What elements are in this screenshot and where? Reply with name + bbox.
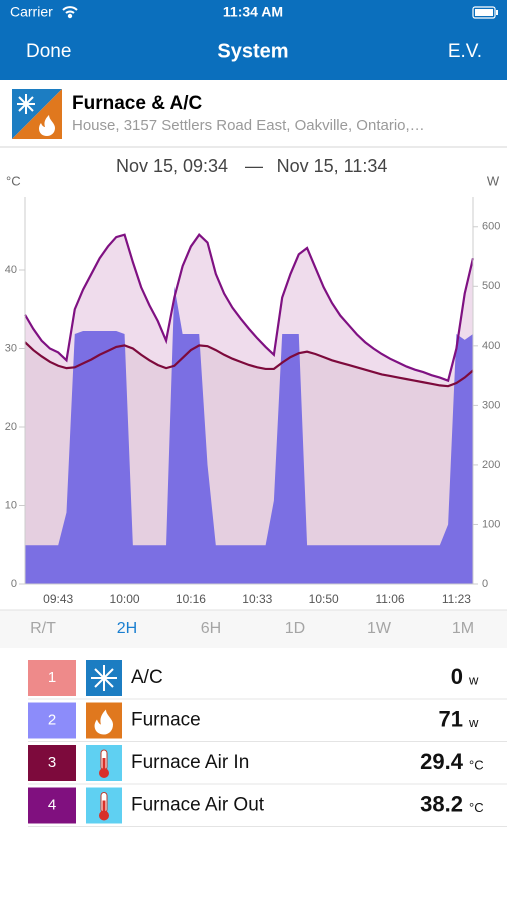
range-tab[interactable]: R/T xyxy=(30,620,56,637)
x-tick-label: 11:23 xyxy=(442,592,471,606)
device-icon xyxy=(12,89,62,139)
y-tick-label: 20 xyxy=(5,421,17,433)
series-number: 1 xyxy=(48,669,56,686)
range-tab[interactable]: 1W xyxy=(367,620,392,637)
device-name: Furnace & A/C xyxy=(72,93,202,114)
line xyxy=(24,233,475,383)
icon-stroke xyxy=(102,758,106,772)
battery-icon xyxy=(472,6,498,19)
series-value: 0 xyxy=(451,664,463,689)
range-separator: — xyxy=(245,156,263,176)
series-badge xyxy=(28,702,76,739)
thermometer-icon xyxy=(86,745,122,781)
device-address: House, 3157 Settlers Road East, Oakville… xyxy=(72,117,425,134)
flame-icon xyxy=(86,702,122,739)
nav-title: System xyxy=(217,40,288,62)
series-unit: w xyxy=(468,715,479,730)
series-name: A/C xyxy=(131,667,163,688)
line xyxy=(24,341,474,388)
range-tab[interactable]: 1D xyxy=(285,620,305,637)
x-tick-label: 10:00 xyxy=(110,592,140,606)
series-unit: °C xyxy=(469,800,484,815)
series-badge xyxy=(28,787,76,824)
series-name: Furnace Air In xyxy=(131,752,249,773)
y2-axis-label: W xyxy=(487,173,500,188)
time: 11:34 AM xyxy=(223,4,283,20)
y2-tick-label: 300 xyxy=(482,399,500,411)
series-name: Furnace Air Out xyxy=(131,795,265,816)
range-tab[interactable]: 1M xyxy=(452,620,474,637)
series-fill xyxy=(25,342,473,584)
tabs: R/T 2H 6H 1D 1W 1M xyxy=(30,620,474,637)
y2-tick-label: 500 xyxy=(482,280,500,292)
y-tick-label: 30 xyxy=(5,342,17,354)
icon-stroke xyxy=(102,800,106,815)
range-start: Nov 15, 09:34 xyxy=(116,156,228,176)
series-unit: °C xyxy=(469,757,484,772)
series-number: 3 xyxy=(48,754,56,771)
x-tick-label: 10:33 xyxy=(242,592,272,606)
series-number: 4 xyxy=(48,796,56,813)
carrier: Carrier xyxy=(10,4,53,20)
wifi-icon xyxy=(62,6,78,19)
series-badge xyxy=(28,660,76,696)
series-value: 71 xyxy=(439,706,463,731)
y2-tick-label: 100 xyxy=(482,518,500,530)
x-tick-label: 09:43 xyxy=(43,592,73,606)
x-tick-label: 11:06 xyxy=(375,592,404,606)
icon-stroke xyxy=(99,810,109,821)
y2-tick-label: 600 xyxy=(482,221,500,233)
series-value: 29.4 xyxy=(420,749,464,774)
series-badge xyxy=(28,745,76,781)
icon-stroke xyxy=(94,668,114,688)
area xyxy=(25,286,473,584)
x-tick-label: 10:50 xyxy=(309,592,339,606)
done-button[interactable]: Done xyxy=(26,41,71,62)
series-number: 2 xyxy=(48,711,56,728)
y-axis-label: °C xyxy=(6,173,21,188)
series-unit: w xyxy=(468,672,479,687)
tab-bar xyxy=(0,610,507,648)
range-tab[interactable]: 6H xyxy=(201,620,221,637)
snowflake-icon xyxy=(86,660,122,696)
x-tick-label: 10:16 xyxy=(176,592,206,606)
y-tick-label: 10 xyxy=(5,499,17,511)
y2-tick-label: 200 xyxy=(482,459,500,471)
legend-list: 1 A/C 0 w2 Furnace 71 w3 Furnace Air In 29.4 °C4 F… xyxy=(28,660,507,827)
icon-stroke xyxy=(94,709,113,735)
series-name: Furnace xyxy=(131,710,201,731)
range-end: Nov 15, 11:34 xyxy=(277,156,388,176)
icon-stroke xyxy=(99,768,109,778)
range-tab[interactable]: 2H xyxy=(117,620,137,637)
thermometer-icon xyxy=(86,787,122,824)
y2-tick-label: 400 xyxy=(482,340,500,352)
y-tick-label: 0 xyxy=(11,578,17,590)
ev-button[interactable]: E.V. xyxy=(448,41,482,62)
y2-tick-label: 0 xyxy=(482,578,488,590)
y-tick-label: 40 xyxy=(5,264,17,276)
nav-background xyxy=(0,0,507,80)
series-value: 38.2 xyxy=(420,791,463,816)
